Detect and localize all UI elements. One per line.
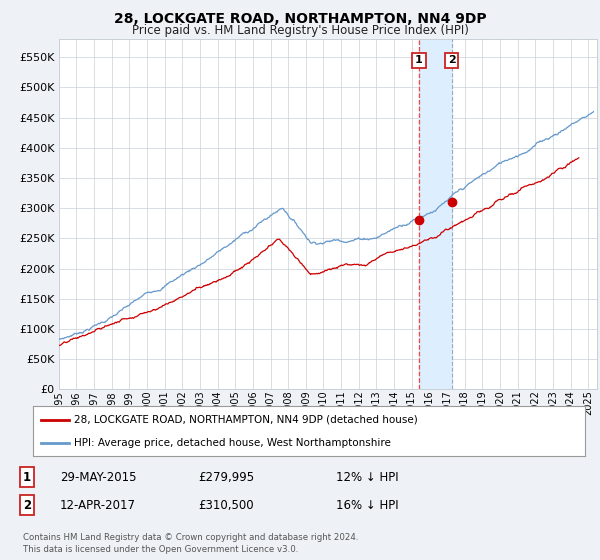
Text: Contains HM Land Registry data © Crown copyright and database right 2024.
This d: Contains HM Land Registry data © Crown c… [23,533,358,554]
Text: 12% ↓ HPI: 12% ↓ HPI [336,470,398,484]
Text: 16% ↓ HPI: 16% ↓ HPI [336,498,398,512]
Text: 28, LOCKGATE ROAD, NORTHAMPTON, NN4 9DP: 28, LOCKGATE ROAD, NORTHAMPTON, NN4 9DP [113,12,487,26]
Text: 1: 1 [23,470,31,484]
Text: £310,500: £310,500 [198,498,254,512]
Text: 29-MAY-2015: 29-MAY-2015 [60,470,137,484]
Text: £279,995: £279,995 [198,470,254,484]
Text: 2: 2 [448,55,455,66]
Text: HPI: Average price, detached house, West Northamptonshire: HPI: Average price, detached house, West… [74,438,391,448]
Text: Price paid vs. HM Land Registry's House Price Index (HPI): Price paid vs. HM Land Registry's House … [131,24,469,37]
Bar [419,39,452,389]
Text: 1: 1 [415,55,423,66]
Text: 12-APR-2017: 12-APR-2017 [60,498,136,512]
Text: 28, LOCKGATE ROAD, NORTHAMPTON, NN4 9DP (detached house): 28, LOCKGATE ROAD, NORTHAMPTON, NN4 9DP … [74,414,418,424]
Text: 2: 2 [23,498,31,512]
